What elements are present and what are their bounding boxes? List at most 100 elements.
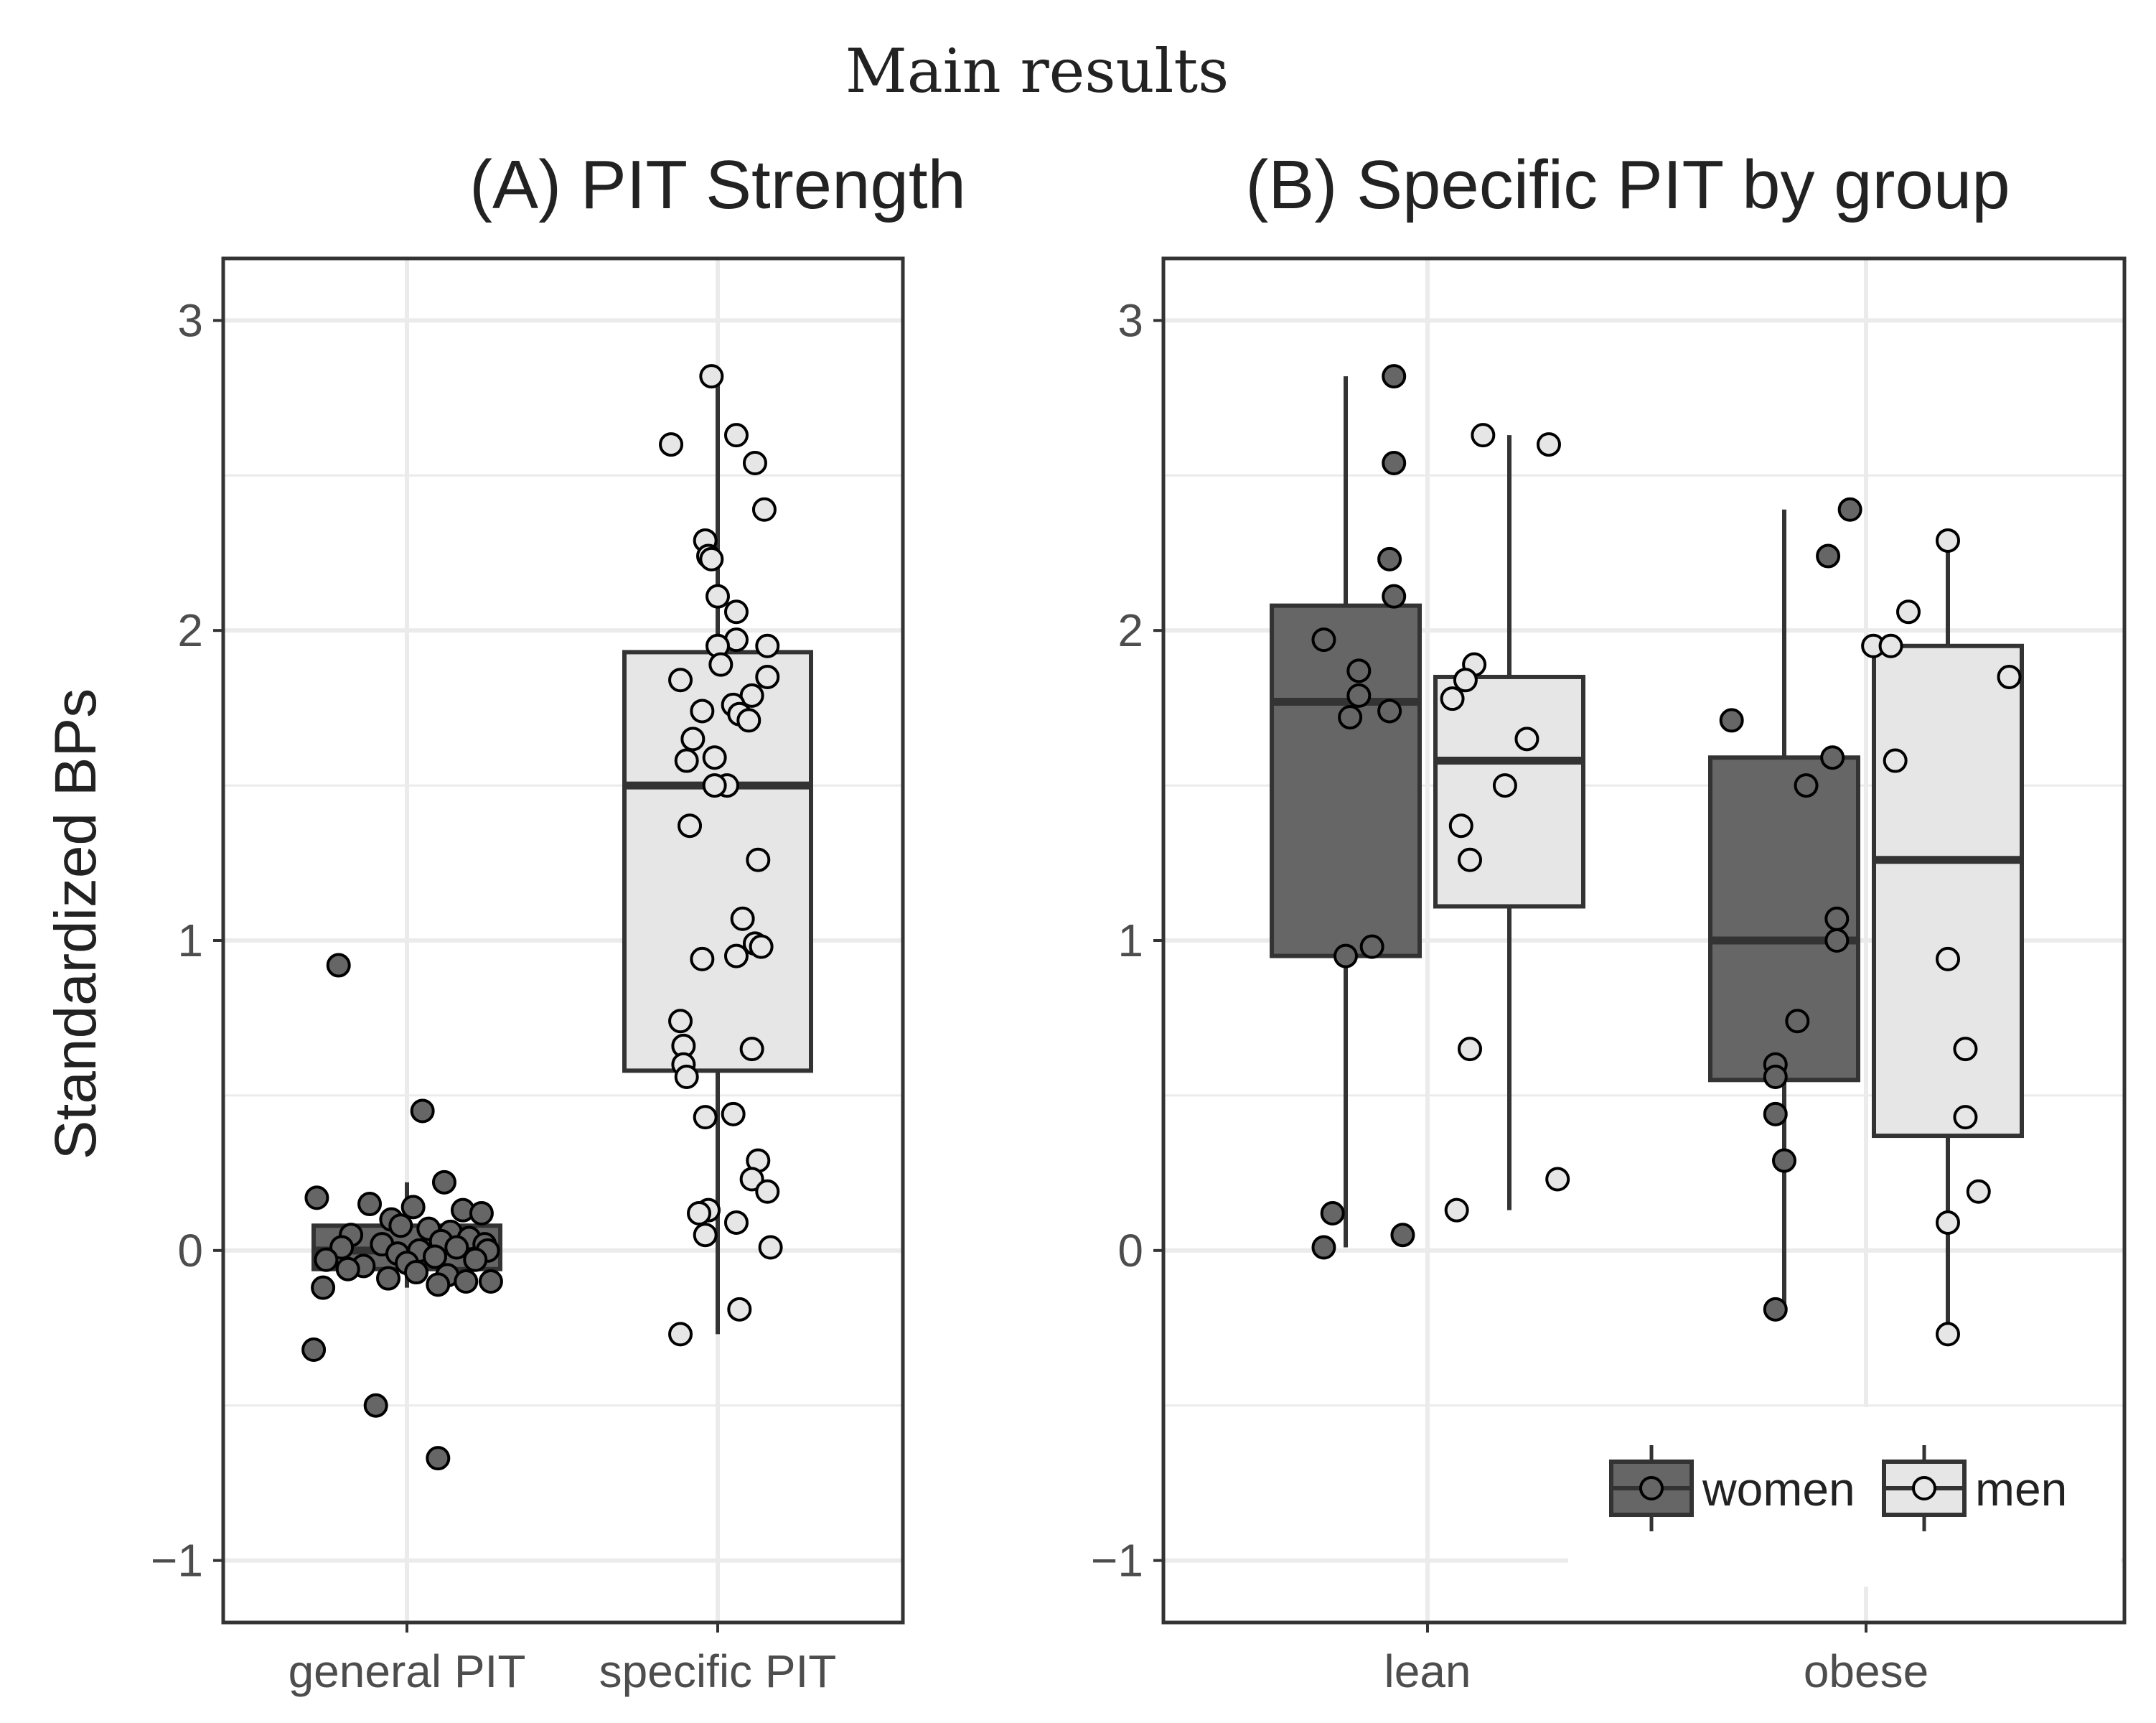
panel-a-general-point <box>363 1393 388 1418</box>
panel-a-specific-point <box>739 1037 764 1062</box>
panel-b-lean-women-point <box>1311 627 1336 653</box>
panel-a-general-point <box>463 1247 488 1272</box>
panel-b-lean-women-point <box>1390 1223 1415 1248</box>
panel-a-specific-point <box>751 497 777 522</box>
panel-b-lean-men-point <box>1458 1037 1483 1062</box>
panel-b-obese-men-point <box>1883 748 1908 773</box>
panel-b-obese-women-point <box>1824 906 1850 931</box>
panel-a-general-point <box>422 1244 447 1269</box>
panel-a-specific-point <box>723 599 749 625</box>
panel-b-lean-women-point <box>1359 934 1384 959</box>
panel-a-ytick-label: 3 <box>177 294 203 346</box>
panel-a-specific-point <box>668 1322 693 1347</box>
panel-a-xtick-label: general PIT <box>289 1645 526 1697</box>
legend-label-men: men <box>1975 1462 2067 1516</box>
panel-a-specific-point <box>668 668 693 693</box>
panel-b-lean-women-point <box>1382 364 1407 389</box>
panel-a-specific-point <box>742 451 767 475</box>
panel-a-specific-point <box>687 1201 712 1225</box>
legend-key-men-point <box>1912 1476 1936 1500</box>
panel-b-obese-women-point <box>1763 1101 1788 1126</box>
panel-b-lean-women-box <box>1270 603 1422 958</box>
panel-b-lean-women-point <box>1320 1201 1345 1225</box>
panel-a-general-point <box>400 1195 426 1220</box>
panel-a-specific-point <box>746 847 771 872</box>
panel-a-ytick-label: 2 <box>177 604 203 656</box>
panel-a-specific-point <box>755 1179 780 1204</box>
panel-a-specific-point <box>727 1297 752 1322</box>
panel-b: −1 0 1 2 3 lean obese <box>1091 256 2127 1697</box>
panel-b-lean-men-point <box>1471 423 1496 448</box>
panel-b-obese-men-point <box>1936 1210 1960 1235</box>
panel-a-specific-point <box>755 664 780 689</box>
panel-b-lean-women-point <box>1346 658 1372 683</box>
panel-a-title: (A) PIT Strength <box>469 146 966 223</box>
panel-a-general-point <box>335 1256 360 1281</box>
panel-b-obese-women-point <box>1719 708 1744 733</box>
panel-a-general-point <box>326 953 351 978</box>
panel-b-obese-men-point <box>1953 1105 1978 1130</box>
panel-a-general-point <box>403 1260 428 1285</box>
panel-b-title: (B) Specific PIT by group <box>1245 146 2010 223</box>
panel-a-specific-point <box>693 1223 718 1248</box>
panel-a-specific-point <box>699 364 724 389</box>
panel-b-obese-women-point <box>1763 1065 1788 1089</box>
panel-b-obese-men-point <box>1936 946 1960 971</box>
panel-a-general-point <box>478 1269 503 1294</box>
panel-b-lean-women-point <box>1311 1235 1336 1260</box>
panel-a-specific-point <box>730 906 755 931</box>
panel-a-specific-point <box>723 943 749 968</box>
panel-b-obese-women-point <box>1785 1009 1810 1034</box>
panel-a-general-point <box>301 1337 327 1362</box>
panel-b-obese-men-point <box>1953 1037 1978 1062</box>
panel-b-lean-men-point <box>1514 727 1539 752</box>
panel-a-general-point <box>454 1269 479 1294</box>
panel-a-specific-point <box>693 1105 718 1130</box>
panel-b-ytick-label: 3 <box>1117 294 1143 346</box>
panel-a-specific-point <box>758 1235 783 1260</box>
y-axis-label: Standardized BPs <box>43 688 108 1159</box>
panel-b-ytick-label: 0 <box>1117 1225 1143 1276</box>
panel-b-obese-men-box <box>1872 643 2024 1139</box>
panel-a-general-point <box>431 1169 456 1195</box>
panel-b-lean-men-point <box>1453 668 1478 693</box>
panel-b-lean-men-point <box>1440 686 1465 711</box>
figure-title: Main results <box>845 36 1229 106</box>
panel-a-general-point <box>410 1098 435 1124</box>
panel-a-specific-point <box>680 727 706 752</box>
panel-b-obese-women-point <box>1816 543 1841 569</box>
panel-a-general-point <box>469 1201 494 1225</box>
panel-b-ytick-label: 1 <box>1117 915 1143 966</box>
panel-b-obese-women-point <box>1824 928 1850 953</box>
panel-a-specific-point <box>699 546 724 571</box>
panel-a-specific-point <box>708 652 733 677</box>
panel-a-specific-point <box>723 1210 749 1235</box>
panel-a-specific-point <box>706 584 730 609</box>
panel-b-xtick-label: obese <box>1804 1645 1928 1697</box>
panel-b-lean-men-point <box>1545 1167 1570 1192</box>
panel-a-general-point <box>357 1192 383 1217</box>
panel-a-specific-point <box>659 432 684 457</box>
panel-b-obese-men-point <box>1896 599 1921 625</box>
panel-b-obese-men-point <box>1936 1322 1960 1347</box>
panel-a-specific-point <box>739 1167 764 1192</box>
panel-a-specific-point <box>668 1009 693 1034</box>
panel-a-specific-point <box>690 699 715 724</box>
panel-b-lean-men-point <box>1444 1197 1469 1223</box>
panel-a-specific-point <box>721 1101 746 1126</box>
panel-b-obese-men-point <box>1878 633 1903 658</box>
panel-b-lean-women-point <box>1382 451 1407 475</box>
panel-b-lean-men-point <box>1448 813 1473 839</box>
panel-b-lean-men-point <box>1536 432 1561 457</box>
panel-b-lean-women-point <box>1377 546 1402 571</box>
panel-b-obese-women-point <box>1772 1148 1796 1173</box>
panel-b-obese-women-point <box>1820 745 1845 770</box>
panel-a-ytick-label: 0 <box>177 1225 203 1276</box>
panel-b-obese-women-point <box>1794 773 1819 798</box>
panel-a-specific-point <box>723 423 749 448</box>
panel-a-specific-point <box>749 934 774 959</box>
panel-a-general-point <box>329 1235 355 1260</box>
panel-b-obese-men-point <box>1997 664 2022 689</box>
panel-a-specific-point <box>674 1065 699 1089</box>
panel-a-specific-point <box>736 708 761 733</box>
